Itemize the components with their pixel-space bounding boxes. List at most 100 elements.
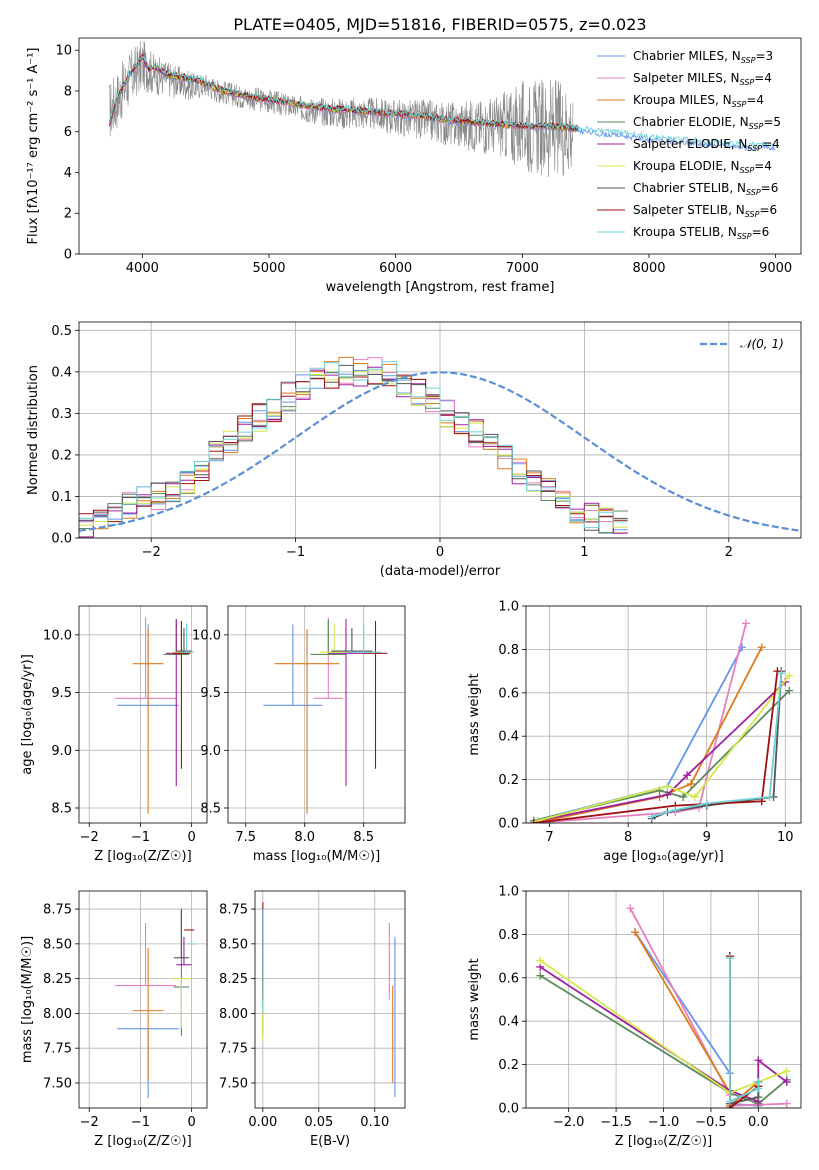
- mass-weight-point: [683, 771, 692, 780]
- mass-weight-point: [533, 816, 542, 823]
- legend: Chabrier MILES, NSSP=3 Salpeter MILES, NS…: [597, 49, 781, 241]
- residual-histogram-step: [79, 361, 628, 529]
- y-axis-label: mass weight: [467, 958, 482, 1040]
- x-tick-label: 7000: [506, 261, 539, 276]
- axes-residuals: −2 −1 0 1 2 0.0 0.1 0.2 0.3 0.4 0.5 (data-model)/er…: [26, 321, 802, 579]
- residual-histogram-step: [79, 366, 628, 538]
- mass-weight-series-line: [533, 646, 763, 823]
- y-tick-label: 0.0: [51, 532, 72, 547]
- x-tick-label: −0.5: [695, 1115, 727, 1130]
- legend-entry: Chabrier STELIB, NSSP=6: [633, 181, 778, 197]
- x-axis-label: Z [log₁₀(Z/Z☉)]: [94, 849, 191, 864]
- x-tick-label: 7: [545, 830, 553, 845]
- x-axis-label: Z [log₁₀(Z/Z☉)]: [94, 1134, 191, 1149]
- y-axis-label: Flux [fλ10⁻¹⁷ erg cm⁻² s⁻¹ A⁻¹]: [26, 48, 41, 245]
- mass-weight-point: [626, 904, 635, 913]
- x-axis-label: (data-model)/error: [380, 564, 501, 579]
- x-tick-label: 0.00: [248, 1115, 277, 1130]
- axes-frame: [78, 890, 208, 1109]
- y-tick-label: 0.2: [51, 448, 72, 463]
- residual-histogram-step: [79, 370, 628, 534]
- mass-weight-point: [782, 1077, 791, 1086]
- model-spectrum-line: [108, 54, 776, 148]
- y-tick-label: 10.0: [192, 628, 221, 643]
- y-tick-label: 4: [64, 166, 72, 181]
- axes-age-vs-Z: −2 −1 0 8.5 9.0 9.5 10.0 Z [log₁₀(Z/Z☉)] age [lo…: [20, 605, 208, 864]
- y-tick-label: 9.5: [51, 686, 72, 701]
- chart-title: PLATE=0405, MJD=51816, FIBERID=0575, z=0…: [233, 15, 646, 34]
- x-tick-label: 0: [436, 545, 444, 560]
- y-tick-label: 0.2: [498, 773, 519, 788]
- residual-histogram-step: [79, 356, 628, 538]
- y-tick-label: 10.0: [43, 628, 72, 643]
- axes-weight-vs-Z: −2.0 −1.5 −1.0 −0.5 0.0 0.0 0.2 0.4 0.6 0.8 1.0 Z […: [467, 885, 802, 1149]
- mass-weight-point: [725, 1097, 734, 1106]
- x-tick-label: 2: [725, 545, 733, 560]
- mass-weight-point: [777, 669, 786, 678]
- gaussian-reference-line: [79, 371, 801, 532]
- mass-weight-point: [757, 643, 766, 652]
- y-tick-label: 0.5: [51, 324, 72, 339]
- mass-weight-series-line: [539, 959, 788, 1094]
- y-tick-label: 0.6: [498, 971, 519, 986]
- y-tick-label: 0.2: [498, 1058, 519, 1073]
- x-axis-label: E(B-V): [310, 1134, 350, 1149]
- x-axis-label: Z [log₁₀(Z/Z☉)]: [615, 1134, 712, 1149]
- y-axis-label: age [log₁₀(age/yr)]: [20, 654, 35, 775]
- mass-weight-point: [679, 792, 688, 801]
- x-tick-label: 0.10: [360, 1115, 389, 1130]
- plot-area-mass-vs-EBV: [262, 902, 396, 1097]
- axes-frame: [78, 321, 802, 539]
- x-axis-label: age [log₁₀(age/yr)]: [603, 849, 724, 864]
- x-tick-label: 7.5: [235, 830, 256, 845]
- y-tick-label: 2: [64, 207, 72, 222]
- y-tick-label: 0.4: [498, 730, 519, 745]
- axes-spectrum: 4000 5000 6000 7000 8000 9000 0 2 4 6 8 10 wavelengt…: [26, 15, 802, 295]
- mass-weight-point: [765, 792, 774, 801]
- y-axis-label: mass [log₁₀(M/M☉)]: [20, 936, 35, 1063]
- mass-weight-point: [631, 928, 640, 937]
- plot-area-weight-vs-Z: [536, 904, 791, 1108]
- x-tick-label: −1: [286, 545, 305, 560]
- mass-weight-point: [754, 1077, 763, 1086]
- y-tick-label: 10: [55, 44, 72, 59]
- mass-weight-point: [782, 1067, 791, 1076]
- mass-weight-series-line: [537, 674, 790, 822]
- mass-weight-point: [754, 1093, 763, 1102]
- x-tick-label: 8.5: [353, 830, 374, 845]
- y-tick-label: 8.50: [219, 937, 248, 952]
- y-axis-label: mass weight: [467, 673, 482, 755]
- legend-entry: Salpeter STELIB, NSSP=6: [633, 203, 777, 219]
- y-tick-label: 0.4: [51, 365, 72, 380]
- axes-weight-vs-age: 7 8 9 10 0.0 0.2 0.4 0.6 0.8 1.0 age [log₁₀(age/yr…: [467, 600, 802, 864]
- mass-weight-series-line: [537, 681, 786, 822]
- y-tick-label: 0.1: [51, 490, 72, 505]
- y-tick-label: 8.00: [43, 1007, 72, 1022]
- axes-mass-vs-Z: −2 −1 0 7.50 7.75 8.00 8.25 8.50 8.75 Z [log₁₀(Z/…: [20, 890, 208, 1149]
- mass-weight-point: [754, 1056, 763, 1065]
- legend-entry: Kroupa MILES, NSSP=4: [633, 93, 764, 109]
- y-tick-label: 8.50: [43, 937, 72, 952]
- mass-weight-point: [663, 782, 672, 791]
- y-tick-label: 9.0: [51, 744, 72, 759]
- plot-area-mass-vs-Z: [114, 909, 196, 1099]
- y-tick-label: 0.8: [498, 643, 519, 658]
- y-tick-label: 7.50: [43, 1076, 72, 1091]
- x-tick-label: 0.0: [748, 1115, 769, 1130]
- y-tick-label: 1.0: [498, 885, 519, 900]
- mass-weight-point: [785, 671, 794, 680]
- x-tick-label: 6000: [379, 261, 412, 276]
- x-tick-label: 0.05: [304, 1115, 333, 1130]
- legend-entry: Salpeter ELODIE, NSSP=4: [633, 137, 780, 153]
- x-tick-label: 4000: [126, 261, 159, 276]
- x-tick-label: 5000: [252, 261, 285, 276]
- x-axis-label: mass [log₁₀(M/M☉)]: [253, 849, 380, 864]
- axes-frame: [78, 605, 208, 824]
- plot-area-spectrum: [108, 40, 776, 178]
- x-tick-label: −1.0: [648, 1115, 680, 1130]
- y-tick-label: 0: [64, 248, 72, 263]
- plot-area-age-vs-Z: [114, 617, 195, 814]
- x-tick-label: 0: [187, 830, 195, 845]
- y-tick-label: 9.0: [200, 744, 221, 759]
